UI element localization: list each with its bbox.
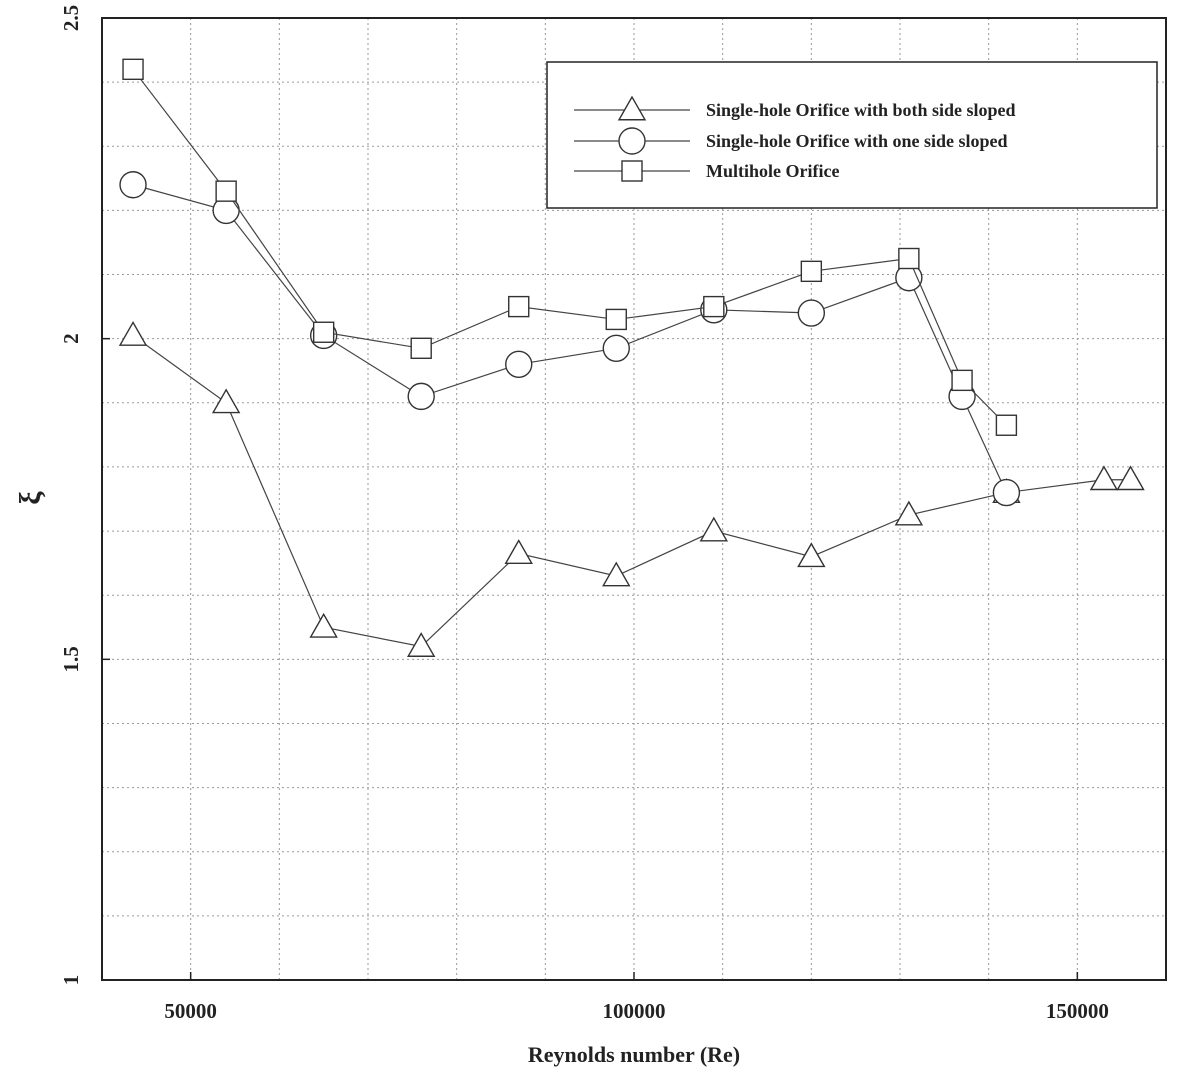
legend: Single-hole Orifice with both side slope…	[546, 61, 1158, 209]
data-point-triangle	[309, 612, 338, 638]
legend-item: Single-hole Orifice with one side sloped	[574, 127, 1008, 155]
data-point-circle	[407, 382, 435, 411]
data-point-square	[800, 260, 823, 283]
series-circle	[119, 171, 1021, 507]
series-square	[122, 58, 1018, 436]
data-point-circle	[797, 299, 826, 327]
y-tick-label: 1.5	[59, 646, 83, 672]
data-point-triangle	[894, 500, 924, 526]
data-point-circle	[505, 350, 533, 379]
data-point-square	[995, 414, 1018, 436]
data-point-square	[215, 180, 237, 202]
data-point-square	[122, 58, 144, 81]
data-point-triangle	[1089, 465, 1119, 491]
data-point-circle	[602, 334, 630, 362]
legend-marker-triangle	[617, 95, 647, 121]
data-point-circle	[119, 171, 147, 199]
x-tick-label: 50000	[164, 999, 217, 1023]
data-point-triangle	[504, 539, 533, 564]
series-line	[132, 334, 1131, 648]
data-point-square	[605, 308, 627, 331]
data-point-square	[898, 247, 920, 270]
data-point-square	[951, 369, 973, 392]
y-tick-label: 1	[59, 975, 83, 986]
y-tick-label: 2	[59, 333, 83, 344]
x-tick-label: 150000	[1046, 999, 1109, 1023]
data-point-circle	[992, 478, 1021, 507]
data-point-triangle	[797, 542, 826, 568]
data-point-square	[508, 295, 530, 318]
data-point-triangle	[211, 388, 241, 414]
legend-item: Multihole Orifice	[574, 160, 839, 182]
series-triangle	[118, 321, 1145, 657]
legend-marker-square	[621, 160, 643, 182]
legend-box	[546, 61, 1158, 209]
data-point-square	[410, 337, 432, 359]
axis-ticks: 50000 100000 150000 1 1.5 2 2.5	[59, 5, 1109, 1023]
data-point-square	[703, 295, 725, 318]
legend-marker-circle	[618, 127, 646, 155]
y-axis-title: ξ	[14, 491, 47, 505]
data-point-square	[312, 321, 335, 343]
y-tick-label: 2.5	[59, 5, 83, 31]
data-point-triangle	[118, 321, 148, 346]
data-point-triangle	[699, 516, 729, 542]
legend-label: Single-hole Orifice with both side slope…	[706, 100, 1016, 120]
legend-label: Multihole Orifice	[706, 161, 839, 181]
data-point-triangle	[406, 632, 436, 657]
legend-label: Single-hole Orifice with one side sloped	[706, 131, 1008, 151]
x-tick-label: 100000	[603, 999, 666, 1023]
legend-item: Single-hole Orifice with both side slope…	[574, 95, 1016, 121]
series-line	[132, 184, 1007, 493]
data-point-triangle	[1116, 465, 1145, 491]
x-axis-title: Reynolds number (Re)	[528, 1042, 740, 1067]
data-point-triangle	[602, 561, 631, 587]
series-group	[118, 58, 1145, 657]
